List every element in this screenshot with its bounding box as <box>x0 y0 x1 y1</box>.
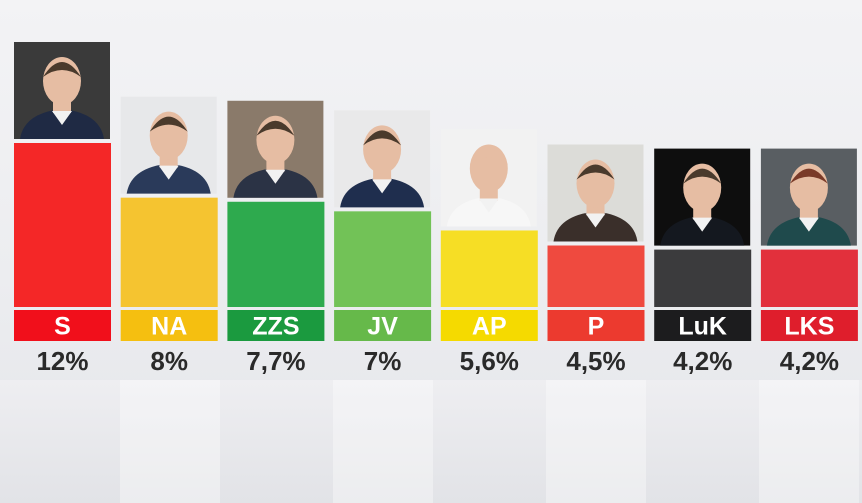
bar-luk <box>654 249 752 307</box>
candidate-photo <box>334 110 431 208</box>
party-label-box <box>547 310 645 341</box>
floor-stripe <box>546 380 646 503</box>
bar-ap <box>440 230 538 307</box>
party-label-luk: LuK <box>678 313 727 341</box>
candidate-photo <box>120 96 217 194</box>
floor-stripe <box>120 380 220 503</box>
value-label: 5,6% <box>460 346 519 376</box>
candidate-photo <box>654 148 751 246</box>
floor-stripe <box>759 380 859 503</box>
party-label-p: P <box>588 313 605 341</box>
party-label-s: S <box>54 313 71 341</box>
bar-s <box>14 143 111 307</box>
party-label-na: NA <box>151 313 187 341</box>
value-label: 4,2% <box>673 346 732 376</box>
party-label-box <box>760 310 858 341</box>
floor <box>0 380 862 503</box>
candidate-photo <box>14 42 110 139</box>
party-label-box <box>227 310 325 341</box>
candidate-photo <box>440 129 537 227</box>
value-label: 12% <box>36 346 88 376</box>
value-label: 8% <box>150 346 188 376</box>
value-label: 4,5% <box>566 346 625 376</box>
party-label-zzs: ZZS <box>252 313 299 341</box>
value-label: 4,2% <box>780 346 839 376</box>
party-label-ap: AP <box>472 313 507 341</box>
party-label-box <box>120 310 218 341</box>
party-label-box <box>14 310 111 341</box>
party-label-box <box>440 310 538 341</box>
value-label: 7,7% <box>246 346 305 376</box>
value-label: 7% <box>364 346 402 376</box>
party-label-jv: JV <box>367 313 398 341</box>
bar-jv <box>334 211 432 307</box>
bar-zzs <box>227 201 325 307</box>
party-label-box <box>654 310 752 341</box>
party-label-box <box>334 310 432 341</box>
bar-lks <box>760 249 858 307</box>
bar-na <box>120 197 218 307</box>
bar-p <box>547 245 645 307</box>
candidate-photo <box>760 148 857 246</box>
floor-stripe <box>333 380 433 503</box>
candidate-photo <box>227 100 324 198</box>
candidate-photo <box>547 144 644 242</box>
party-label-lks: LKS <box>784 313 834 341</box>
